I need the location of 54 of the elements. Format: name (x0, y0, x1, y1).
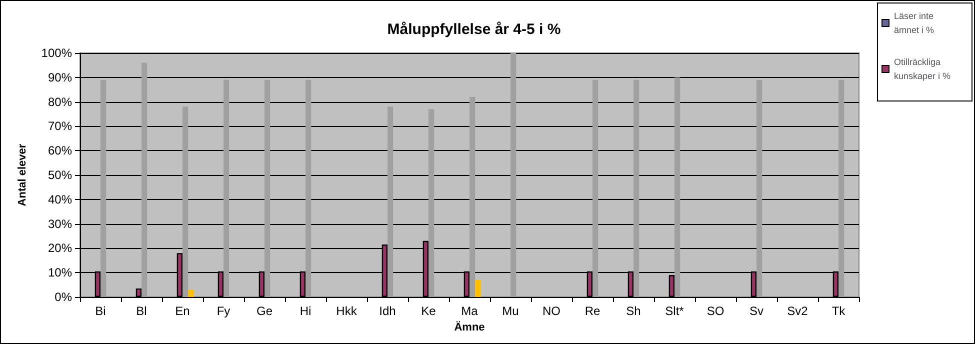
x-tick-label: Tk (832, 304, 846, 318)
x-tick-label: Ge (256, 304, 273, 318)
bar (592, 80, 598, 297)
x-tick-label: Hkk (336, 304, 358, 318)
y-tick-label: 90% (48, 70, 72, 84)
x-tick-label: Re (584, 304, 600, 318)
x-axis-title: Ämne (454, 320, 485, 334)
x-tick-label: Slt* (665, 304, 684, 318)
y-tick-label: 30% (48, 216, 72, 231)
y-tick-label: 50% (48, 168, 72, 182)
bar (475, 280, 481, 297)
bar (100, 80, 106, 297)
x-tick-label: En (175, 304, 190, 318)
bar (136, 288, 142, 297)
y-tick-label: 80% (48, 94, 72, 109)
y-tick-label: 70% (48, 119, 72, 134)
x-tick-label: Bi (95, 304, 106, 318)
bar (470, 96, 476, 297)
bar (674, 77, 680, 297)
y-tick-label: 60% (48, 144, 72, 158)
bar (142, 62, 148, 297)
bar (182, 106, 188, 297)
legend-label: Läser inte ämnet i % (894, 11, 936, 35)
bar (264, 80, 270, 297)
x-tick-label: Bl (136, 304, 147, 318)
chart-title: Måluppfyllelse år 4-5 i % (387, 21, 561, 38)
x-tick-label: Mu (502, 304, 519, 318)
x-tick-label: Sv2 (787, 304, 808, 318)
bar (306, 80, 312, 297)
y-tick-label: 40% (48, 192, 72, 206)
y-axis-title: Antal elever (16, 143, 28, 206)
bar (188, 290, 194, 297)
x-tick-label: Idh (379, 304, 396, 318)
x-tick-label: NO (542, 304, 560, 318)
bar (838, 80, 844, 297)
bar (510, 53, 516, 297)
bar (668, 275, 674, 297)
x-tick-label: Sh (626, 304, 641, 318)
legend-label: Otillräckliga kunskaper i % (894, 57, 951, 81)
bar (388, 106, 394, 297)
y-tick-label: 0% (54, 290, 72, 304)
x-tick-label: Sv (749, 304, 764, 318)
bar (428, 109, 434, 297)
y-tick-label: 20% (48, 241, 72, 256)
x-tick-label: Fy (216, 304, 230, 318)
x-tick-label: Hi (300, 304, 312, 318)
bar (756, 80, 762, 297)
x-tick-label: Ke (421, 304, 436, 318)
x-tick-label: SO (706, 304, 724, 318)
y-tick-label: 100% (41, 46, 72, 60)
bar (634, 80, 640, 297)
x-tick-label: Ma (461, 304, 478, 318)
y-tick-label: 10% (48, 266, 72, 280)
bar (224, 80, 230, 297)
